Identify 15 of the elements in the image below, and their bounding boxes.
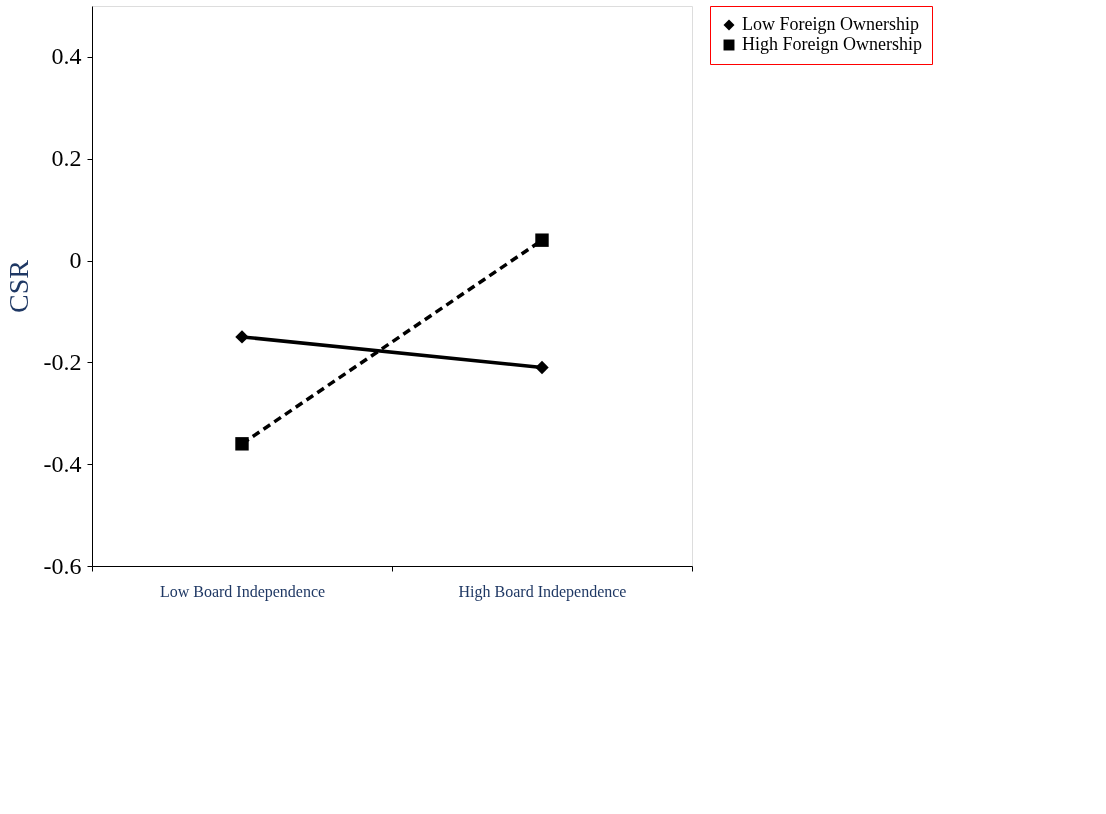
y-tick-label: 0.2 (51, 145, 82, 172)
y-tick-label: -0.6 (43, 552, 82, 579)
point (535, 233, 549, 247)
y-axis-title: CSR (2, 259, 34, 313)
legend-label: Low Foreign Ownership (742, 14, 919, 34)
legend-label: High Foreign Ownership (742, 34, 922, 54)
point (235, 437, 249, 451)
y-tick-label: 0 (69, 247, 82, 274)
point (235, 330, 249, 344)
point (535, 360, 549, 375)
y-tick-label: 0.4 (51, 43, 82, 70)
y-tick-label: -0.4 (43, 450, 82, 477)
x-tick-label: Low Board Independence (159, 582, 326, 601)
y-tick-label: -0.2 (43, 348, 82, 375)
x-tick-label: High Board Independence (458, 582, 627, 601)
